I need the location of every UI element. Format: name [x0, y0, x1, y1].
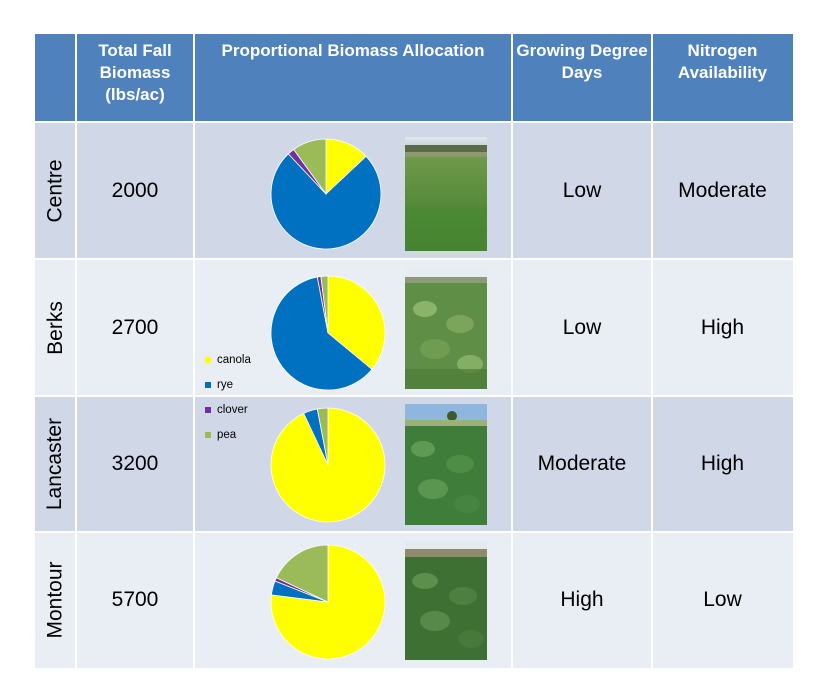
row-label-cell: Centre	[35, 122, 76, 259]
legend-swatch	[205, 356, 211, 363]
pie-slice-rye	[270, 153, 382, 250]
pie-slice-pea	[293, 138, 327, 196]
pie-slice-pea	[320, 275, 329, 334]
grid-line	[35, 395, 793, 397]
legend-swatch	[205, 381, 211, 388]
pie-chart-centre	[270, 138, 382, 250]
nitrogen-value: Low	[652, 532, 793, 668]
row-label-cell: Berks	[35, 259, 76, 396]
gdd-value: Low	[512, 122, 652, 259]
legend-swatch	[205, 431, 211, 438]
header-region	[35, 34, 76, 122]
header-total-biomass: Total Fall Biomass (lbs/ac)	[76, 34, 194, 122]
grid-line	[35, 121, 793, 123]
region-label: Montour	[43, 561, 67, 639]
pie-slice-canola	[327, 275, 386, 370]
region-label: Lancaster	[43, 417, 67, 511]
region-label: Berks	[43, 300, 67, 355]
legend-label: pea	[217, 428, 237, 441]
legend-swatch	[205, 406, 211, 413]
legend-label: canola	[217, 353, 251, 366]
gdd-value: Low	[512, 259, 652, 396]
pie-slice-canola	[270, 544, 386, 660]
biomass-value: 5700	[76, 532, 194, 668]
header-growing-degree-days: Growing Degree Days	[512, 34, 652, 122]
grid-line	[511, 34, 513, 668]
field-photo-centre	[405, 137, 487, 251]
pie-slice-pea	[316, 407, 329, 466]
grid-line	[75, 34, 77, 668]
pie-slice-rye	[270, 276, 373, 391]
header-nitrogen-availability: Nitrogen Availability	[652, 34, 793, 122]
nitrogen-value: High	[652, 396, 793, 532]
biomass-value: 2000	[76, 122, 194, 259]
legend-item: rye	[205, 372, 251, 397]
field-photo-lancaster	[405, 404, 487, 525]
field-photo-berks	[405, 269, 487, 389]
pie-legend: canola rye clover pea	[205, 347, 251, 447]
legend-item: clover	[205, 397, 251, 422]
biomass-value: 2700	[76, 259, 194, 396]
legend-item: canola	[205, 347, 251, 372]
header-proportional-allocation: Proportional Biomass Allocation	[194, 34, 512, 122]
legend-item: pea	[205, 422, 251, 447]
nitrogen-value: High	[652, 259, 793, 396]
region-label: Centre	[43, 158, 67, 223]
gdd-value: Moderate	[512, 396, 652, 532]
legend-label: rye	[217, 378, 233, 391]
grid-line	[35, 531, 793, 533]
pie-slice-pea	[275, 544, 329, 603]
nitrogen-value: Moderate	[652, 122, 793, 259]
grid-line	[193, 34, 195, 668]
row-label-cell: Montour	[35, 532, 76, 668]
grid-line	[35, 258, 793, 260]
gdd-value: High	[512, 532, 652, 668]
pie-chart-montour	[270, 544, 386, 660]
grid-line	[651, 34, 653, 668]
field-photo-montour	[405, 541, 487, 660]
row-label-cell: Lancaster	[35, 396, 76, 532]
legend-label: clover	[217, 403, 248, 416]
pie-chart-lancaster	[270, 407, 386, 523]
pie-chart-berks	[270, 275, 386, 391]
biomass-value: 3200	[76, 396, 194, 532]
